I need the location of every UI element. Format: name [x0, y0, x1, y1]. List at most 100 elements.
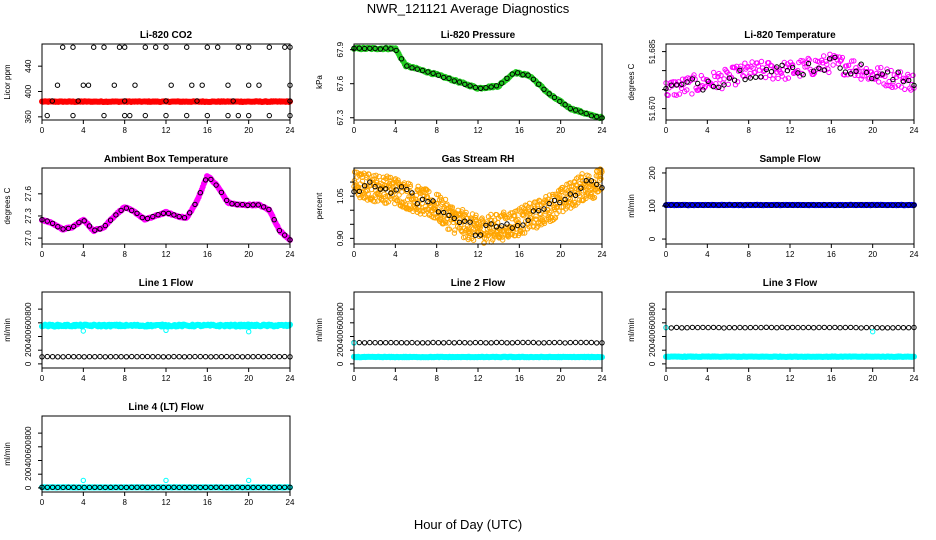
y-tick-label: 600: [648, 316, 657, 330]
data-point: [477, 339, 484, 346]
data-point: [737, 67, 743, 74]
data-point: [816, 202, 822, 208]
data-point: [716, 324, 722, 331]
data-point: [472, 84, 479, 91]
data-point: [250, 354, 256, 360]
data-point: [679, 81, 685, 88]
data-point: [456, 219, 463, 226]
data-point: [692, 76, 698, 82]
data-point: [493, 224, 500, 230]
data-point: [726, 202, 732, 208]
y-tick-label: 400: [24, 453, 33, 467]
data-point: [477, 232, 484, 238]
data-point: [906, 202, 912, 208]
data-point: [197, 190, 204, 196]
data-point: [282, 353, 288, 360]
data-point: [779, 62, 785, 69]
x-tick-label: 16: [515, 126, 524, 135]
data-point: [826, 324, 833, 331]
data-point: [525, 72, 531, 78]
data-point: [356, 45, 362, 51]
data-point: [132, 82, 138, 88]
data-point: [572, 192, 579, 199]
data-point: [775, 75, 781, 82]
data-point: [805, 202, 812, 208]
data-point: [858, 325, 864, 331]
data-point: [583, 110, 589, 117]
data-point: [75, 98, 81, 104]
data-point: [208, 484, 214, 491]
data-point: [679, 202, 685, 208]
x-tick-label: 16: [515, 250, 524, 259]
data-point: [213, 182, 219, 188]
data-point: [884, 69, 891, 75]
data-point: [369, 195, 376, 201]
data-point: [873, 70, 880, 77]
data-point: [111, 82, 118, 88]
data-point: [441, 209, 447, 216]
data-point: [837, 65, 843, 71]
data-point: [49, 220, 56, 227]
data-point: [806, 57, 812, 63]
data-point: [784, 325, 791, 331]
data-point: [684, 79, 690, 85]
data-point: [551, 339, 558, 346]
data-point: [826, 69, 832, 76]
data-point: [377, 46, 384, 52]
data-point: [367, 339, 373, 346]
data-point: [441, 74, 447, 81]
data-point: [383, 186, 389, 192]
data-point: [142, 112, 149, 119]
data-point: [769, 63, 775, 69]
data-series: [80, 327, 252, 335]
data-point: [572, 339, 579, 346]
y-tick-label: 360: [24, 110, 33, 124]
data-point: [129, 353, 135, 360]
data-point: [398, 56, 405, 62]
data-point: [863, 324, 870, 331]
data-point: [900, 202, 907, 208]
data-point: [848, 324, 854, 331]
data-point: [745, 63, 751, 70]
data-point: [388, 190, 394, 196]
data-point: [70, 44, 76, 50]
data-point: [446, 226, 453, 232]
data-point: [869, 202, 875, 208]
data-point: [858, 61, 864, 67]
data-point: [184, 112, 190, 119]
chart-panel: Li-820 CO2 Licor ppm 0 4 8 12 16 20 24 360 400 440: [3, 30, 295, 135]
y-axis-label: ml/min: [627, 318, 636, 342]
data-point: [55, 354, 61, 360]
data-point: [853, 65, 859, 71]
data-point: [208, 354, 214, 360]
data-point: [695, 324, 701, 331]
data-point: [810, 71, 816, 78]
data-point: [763, 324, 769, 330]
data-point: [359, 178, 366, 184]
x-tick-label: 16: [827, 250, 836, 259]
data-point: [567, 191, 573, 197]
data-point: [192, 484, 198, 491]
data-point: [514, 339, 521, 346]
data-point: [541, 86, 547, 93]
data-point: [118, 207, 124, 214]
data-point: [795, 67, 801, 74]
data-point: [97, 484, 103, 491]
data-series: [350, 353, 606, 361]
data-point: [716, 202, 722, 208]
y-tick-label: 800: [336, 302, 345, 316]
data-point: [821, 53, 827, 59]
data-point: [71, 223, 77, 230]
data-point: [758, 202, 764, 208]
data-point: [578, 339, 584, 346]
data-point: [702, 83, 709, 90]
x-tick-label: 24: [910, 374, 919, 383]
data-point: [826, 202, 833, 208]
data-point: [361, 45, 368, 52]
chart-panel: Line 2 Flow ml/min 0 4 8 12 16 20 24 0 20040060080…: [315, 278, 607, 383]
data-point: [870, 329, 876, 335]
data-point: [520, 72, 526, 78]
x-tick-label: 16: [515, 374, 524, 383]
data-point: [497, 234, 503, 240]
data-point: [107, 484, 114, 490]
